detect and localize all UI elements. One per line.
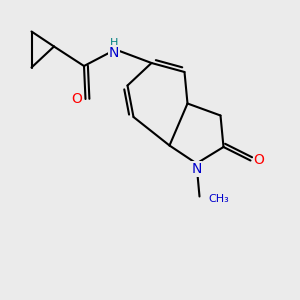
Text: O: O — [254, 154, 264, 167]
Text: CH₃: CH₃ — [208, 194, 229, 205]
Text: O: O — [72, 92, 83, 106]
Text: N: N — [109, 46, 119, 60]
Text: H: H — [110, 38, 118, 48]
Text: N: N — [191, 162, 202, 176]
